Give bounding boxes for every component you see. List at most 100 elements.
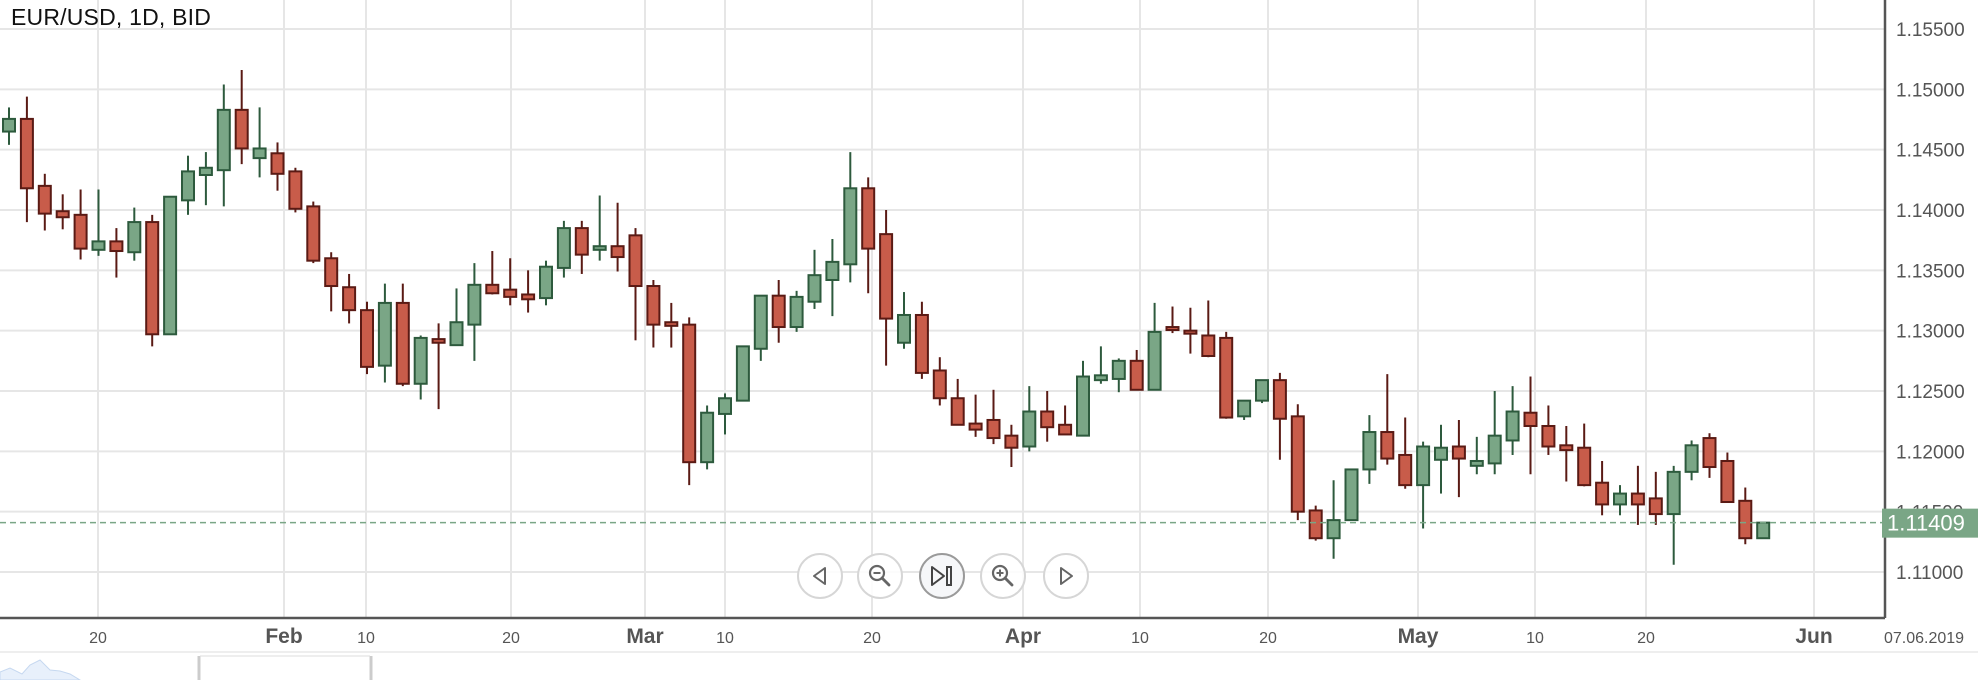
- y-tick-label: 1.12000: [1896, 442, 1965, 463]
- x-tick-label: 20: [502, 630, 520, 647]
- play-bar-icon: [931, 566, 952, 586]
- candle: [413, 335, 428, 400]
- candle: [145, 214, 160, 347]
- candle: [1684, 440, 1699, 481]
- candle: [1595, 460, 1610, 516]
- candle: [1559, 425, 1574, 482]
- candle: [1076, 360, 1090, 437]
- candle: [1434, 424, 1448, 494]
- y-axis-labels: 1.15500 1.15000 1.14500 1.14000 1.13500 1.130…: [1896, 20, 1965, 584]
- candle: [789, 290, 804, 332]
- candle: [807, 249, 822, 309]
- candle: [37, 173, 52, 231]
- current-price-value: 1.11409: [1887, 511, 1965, 536]
- candle: [1380, 374, 1395, 465]
- candle: [1255, 379, 1269, 404]
- zoom-in-icon: [991, 564, 1014, 587]
- candle: [1344, 468, 1359, 522]
- y-tick-label: 1.13000: [1896, 322, 1965, 343]
- candles: [2, 70, 1771, 565]
- candle: [646, 279, 661, 348]
- candle: [395, 283, 410, 387]
- candle: [1523, 376, 1538, 475]
- y-tick-label: 1.14000: [1896, 201, 1965, 222]
- candle: [1219, 331, 1234, 419]
- candle: [1648, 471, 1663, 525]
- candle: [377, 283, 392, 383]
- reset-to-latest-button[interactable]: [919, 553, 965, 599]
- chart-title: EUR/USD, 1D, BID: [11, 4, 212, 30]
- candle: [1237, 399, 1252, 420]
- scroll-left-button[interactable]: [797, 553, 843, 599]
- candle: [270, 142, 285, 191]
- candle: [1505, 386, 1520, 455]
- candle: [861, 177, 876, 294]
- navigator-strip[interactable]: [0, 655, 1978, 681]
- candle: [127, 207, 142, 261]
- candle: [556, 220, 571, 278]
- candle: [628, 228, 643, 341]
- candle: [1738, 487, 1753, 545]
- candle: [1630, 465, 1645, 525]
- candle: [1469, 436, 1484, 475]
- x-tick-label: May: [1398, 625, 1439, 648]
- candle: [216, 84, 231, 207]
- candle: [843, 152, 858, 283]
- axes: [0, 0, 1978, 653]
- candle: [1541, 405, 1556, 455]
- y-tick-label: 1.15500: [1896, 20, 1965, 41]
- candle: [968, 394, 983, 437]
- candle: [1093, 346, 1108, 384]
- candle: [1129, 349, 1144, 391]
- candle: [1290, 404, 1305, 521]
- candle: [1416, 441, 1431, 529]
- candle: [1451, 419, 1466, 498]
- candle: [1272, 372, 1287, 460]
- candle: [914, 301, 929, 379]
- x-tick-label: 10: [716, 630, 734, 647]
- candle: [1111, 358, 1126, 393]
- x-tick-label: Jun: [1795, 625, 1832, 648]
- candle: [181, 155, 195, 215]
- x-tick-label: Apr: [1005, 625, 1041, 648]
- candle: [485, 251, 500, 295]
- candle: [700, 405, 715, 470]
- candle: [360, 301, 374, 375]
- candle: [1058, 405, 1073, 436]
- zoom-out-button[interactable]: [857, 553, 903, 599]
- zoom-in-button[interactable]: [980, 553, 1026, 599]
- candle: [753, 294, 768, 361]
- current-price-tag: 1.11409: [1882, 508, 1978, 538]
- candle: [306, 201, 321, 264]
- candle: [1577, 423, 1592, 487]
- candle: [1147, 302, 1162, 391]
- candle: [234, 70, 249, 165]
- candle: [539, 260, 553, 306]
- candle: [1004, 424, 1019, 468]
- candle: [1613, 485, 1627, 516]
- candle: [1666, 465, 1681, 565]
- candle: [825, 238, 840, 317]
- candle: [1326, 480, 1341, 559]
- x-tick-label: 10: [357, 630, 375, 647]
- candle: [1183, 307, 1198, 354]
- candle: [467, 263, 482, 361]
- x-tick-label: 10: [1526, 630, 1544, 647]
- x-tick-label: 20: [863, 630, 881, 647]
- candle: [1022, 386, 1037, 452]
- candle: [288, 167, 303, 213]
- candle: [91, 189, 106, 256]
- candle: [1165, 306, 1180, 334]
- candle: [1398, 417, 1413, 489]
- candle: [1756, 521, 1771, 540]
- candle: [252, 107, 267, 178]
- y-tick-label: 1.14500: [1896, 141, 1965, 162]
- candle: [1201, 300, 1216, 358]
- candle: [324, 252, 339, 312]
- scroll-right-button[interactable]: [1043, 553, 1089, 599]
- candle: [198, 152, 213, 206]
- x-tick-label: 20: [1259, 630, 1277, 647]
- y-tick-label: 1.13500: [1896, 261, 1965, 282]
